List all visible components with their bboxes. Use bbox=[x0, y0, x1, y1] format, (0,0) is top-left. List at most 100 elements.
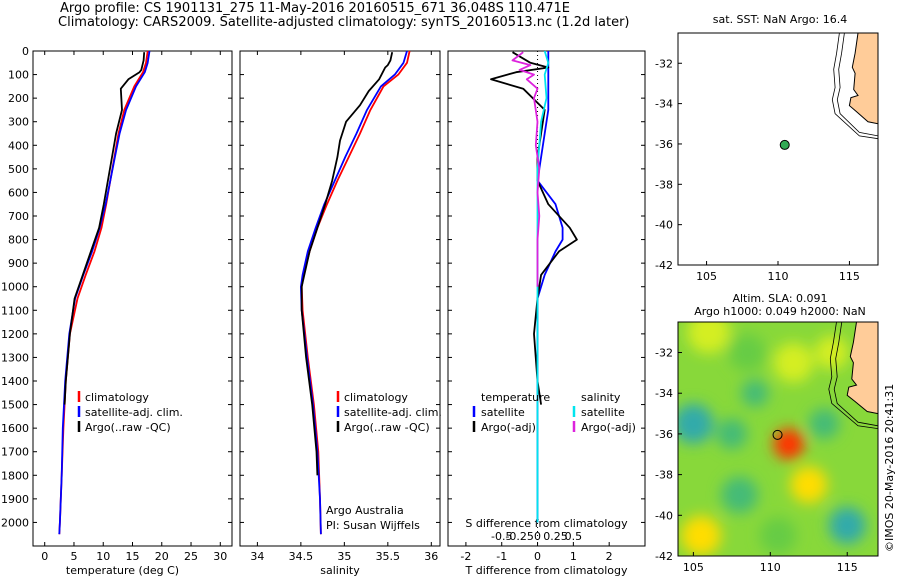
sla-map-lat-tick-label: -34 bbox=[655, 387, 673, 400]
depth-tick-label: 2000 bbox=[1, 516, 29, 529]
salinity-annotation-line1: Argo Australia bbox=[326, 504, 404, 517]
sla-map-layers bbox=[678, 322, 878, 556]
sla-map-frame bbox=[677, 321, 879, 557]
difference-T-tick-label: -2 bbox=[460, 550, 471, 563]
sla-map-anomaly-blob bbox=[759, 517, 797, 555]
temperature-x-tick-label: 5 bbox=[70, 550, 77, 563]
depth-tick-label: 1800 bbox=[1, 469, 29, 482]
sla-map-lon-tick-label: 115 bbox=[837, 561, 858, 574]
sst-map-isobath-1000m bbox=[831, 33, 878, 140]
sst-map-background bbox=[678, 33, 878, 265]
salinity-legend-label: satellite-adj. clim. bbox=[344, 406, 442, 419]
temperature-x-tick-label: 20 bbox=[155, 550, 169, 563]
depth-tick-label: 1500 bbox=[1, 399, 29, 412]
difference-S-tick-label: 0.5 bbox=[565, 530, 583, 543]
sst-map-lat-tick-label: -32 bbox=[655, 57, 673, 70]
difference-xlabel: T difference from climatology bbox=[465, 564, 628, 577]
sla-map-isobath-200m bbox=[833, 322, 878, 427]
difference-line-salinity-argo bbox=[511, 51, 541, 287]
depth-tick-label: 1700 bbox=[1, 446, 29, 459]
difference-S-tick-label: -0.25 bbox=[505, 530, 533, 543]
sst-map-lat-tick-label: -38 bbox=[655, 178, 673, 191]
sst-map-float-marker bbox=[779, 139, 790, 150]
salinity-x-tick-label: 34.5 bbox=[289, 550, 314, 563]
depth-tick-label: 400 bbox=[8, 139, 29, 152]
salinity-x-tick-label: 34 bbox=[250, 550, 264, 563]
temperature-line-argo bbox=[63, 52, 146, 405]
depth-tick-label: 700 bbox=[8, 210, 29, 223]
difference-xlabel-top: S difference from climatology bbox=[465, 517, 628, 530]
depth-tick-label: 900 bbox=[8, 257, 29, 270]
difference-T-tick-label: 0 bbox=[534, 550, 541, 563]
depth-tick-label: 0 bbox=[22, 45, 29, 58]
difference-legend-header-salinity: salinity bbox=[581, 391, 621, 404]
temperature-x-tick-label: 25 bbox=[184, 550, 198, 563]
sla-map-lat-tick-label: -38 bbox=[655, 469, 673, 482]
depth-tick-label: 300 bbox=[8, 116, 29, 129]
sst-map-lat-tick-label: -34 bbox=[655, 98, 673, 111]
difference-T-tick-label: -1 bbox=[496, 550, 507, 563]
salinity-annotation-line2: PI: Susan Wijffels bbox=[326, 519, 420, 532]
difference-legend-label: satellite bbox=[481, 406, 525, 419]
sst-map-lon-tick-label: 110 bbox=[768, 270, 789, 283]
sla-map-anomaly-blob bbox=[681, 515, 722, 556]
salinity-line-argo bbox=[300, 52, 394, 476]
sla-map-anomaly-blob bbox=[721, 476, 759, 514]
sst-map-lat-tick-label: -40 bbox=[655, 219, 673, 232]
sla-map-anomaly-blob bbox=[687, 322, 731, 354]
temperature-x-tick-label: 15 bbox=[126, 550, 140, 563]
sla-map-anomaly-blob bbox=[790, 466, 828, 504]
sla-map-lat-tick-label: -40 bbox=[655, 509, 673, 522]
sla-map-anomaly-blob bbox=[808, 408, 840, 440]
depth-tick-label: 1300 bbox=[1, 351, 29, 364]
depth-tick-label: 1000 bbox=[1, 281, 29, 294]
depth-tick-label: 600 bbox=[8, 186, 29, 199]
difference-legend-label: satellite bbox=[581, 406, 625, 419]
difference-legend-header-temperature: temperature bbox=[481, 391, 550, 404]
sla-map-title-line2: Argo h1000: 0.049 h2000: NaN bbox=[694, 305, 866, 318]
temperature-legend-label: satellite-adj. clim. bbox=[85, 406, 183, 419]
sla-map-lat-tick-label: -32 bbox=[655, 347, 673, 360]
difference-T-tick-label: 1 bbox=[570, 550, 577, 563]
depth-tick-label: 100 bbox=[8, 69, 29, 82]
temperature-x-tick-label: 10 bbox=[96, 550, 110, 563]
salinity-xlabel: salinity bbox=[320, 564, 360, 577]
sla-map-anomaly-blob bbox=[773, 428, 805, 460]
sla-map-isobath-1000m bbox=[828, 322, 878, 429]
temperature-legend-label: Argo(..raw -QC) bbox=[85, 421, 171, 434]
difference-panel-frame bbox=[447, 50, 646, 547]
salinity-x-tick-label: 35 bbox=[337, 550, 351, 563]
sla-map-land bbox=[846, 322, 878, 415]
depth-tick-label: 200 bbox=[8, 92, 29, 105]
sla-map-lon-tick-label: 110 bbox=[760, 561, 781, 574]
sla-map-title-line1: Altim. SLA: 0.091 bbox=[732, 292, 827, 305]
sst-map-layers bbox=[831, 33, 878, 140]
salinity-legend-label: Argo(..raw -QC) bbox=[344, 421, 430, 434]
salinity-legend-label: climatology bbox=[344, 391, 408, 404]
sst-map-lat-tick-label: -42 bbox=[655, 259, 673, 272]
salinity-panel-frame bbox=[239, 50, 441, 547]
sla-map-float-marker bbox=[772, 429, 783, 440]
sst-map-lon-tick-label: 115 bbox=[839, 270, 860, 283]
depth-tick-label: 800 bbox=[8, 234, 29, 247]
depth-tick-label: 1400 bbox=[1, 375, 29, 388]
sst-map-land bbox=[848, 33, 878, 125]
sla-map-anomaly-blob bbox=[716, 418, 748, 450]
temperature-legend-label: climatology bbox=[85, 391, 149, 404]
temperature-xlabel: temperature (deg C) bbox=[66, 564, 179, 577]
depth-tick-label: 1200 bbox=[1, 328, 29, 341]
figure-title-line2: Climatology: CARS2009. Satellite-adjuste… bbox=[58, 15, 630, 30]
sst-map-lat-tick-label: -36 bbox=[655, 138, 673, 151]
sla-map-anomaly-blob bbox=[773, 342, 814, 383]
sla-map-anomaly-blob bbox=[678, 403, 714, 444]
sla-map-field bbox=[678, 322, 866, 556]
temperature-x-tick-label: 30 bbox=[213, 550, 227, 563]
difference-S-tick-label: 0 bbox=[534, 530, 541, 543]
sla-map-anomaly-blob bbox=[741, 379, 769, 408]
difference-legend-label: Argo(-adj) bbox=[581, 421, 636, 434]
sst-map-lon-tick-label: 105 bbox=[696, 270, 717, 283]
figure-title-line1: Argo profile: CS 1901131_275 11-May-2016… bbox=[60, 1, 570, 16]
temperature-x-tick-label: 0 bbox=[41, 550, 48, 563]
sla-map-anomaly-blob bbox=[728, 334, 766, 372]
